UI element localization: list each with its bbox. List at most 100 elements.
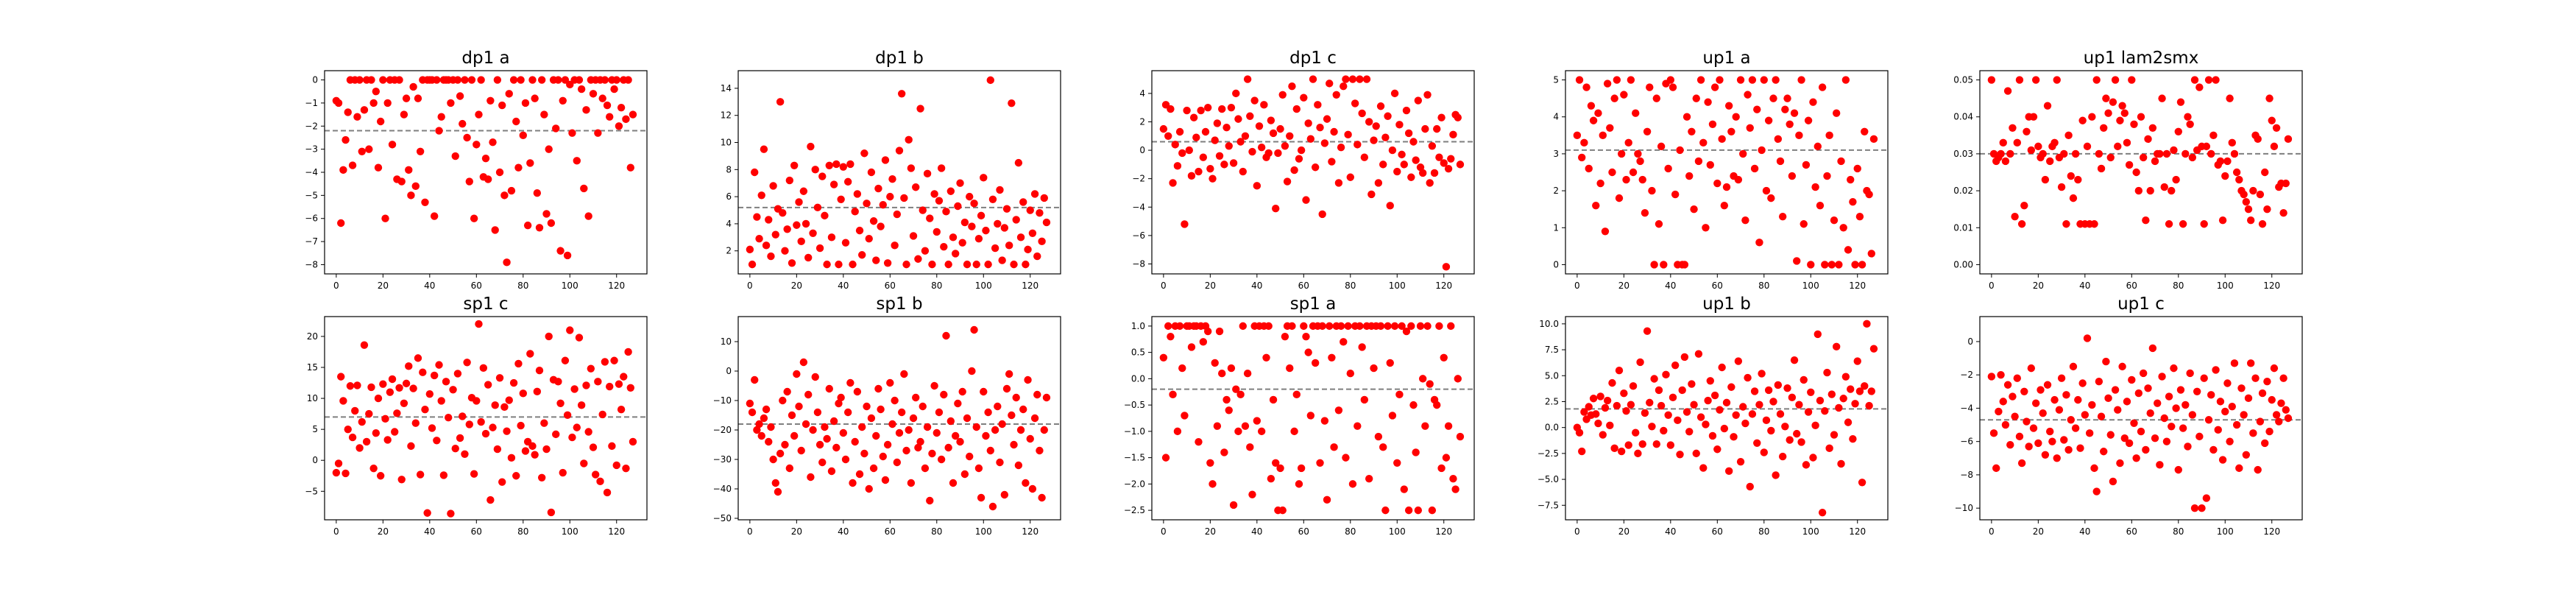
- data-point: [2232, 168, 2241, 177]
- data-point: [1169, 390, 1177, 399]
- data-point: [1390, 322, 1399, 331]
- data-point: [1038, 493, 1046, 502]
- data-point: [1302, 196, 1310, 204]
- data-point: [584, 212, 592, 220]
- data-point: [1818, 508, 1827, 517]
- data-point: [1012, 393, 1020, 402]
- data-point: [843, 177, 852, 186]
- x-tick-label: 80: [1345, 281, 1356, 291]
- data-point: [905, 135, 913, 144]
- data-point: [1704, 98, 1712, 106]
- data-point: [491, 401, 499, 409]
- data-point: [1855, 387, 1864, 395]
- data-point: [1646, 83, 1654, 91]
- data-point: [1999, 398, 2007, 406]
- data-point: [2165, 392, 2173, 401]
- data-point: [2020, 201, 2028, 210]
- data-point: [423, 509, 431, 517]
- data-point: [818, 458, 827, 467]
- data-point: [1790, 356, 1799, 364]
- data-point: [767, 423, 775, 431]
- data-point: [1797, 438, 1805, 446]
- data-point: [893, 210, 902, 219]
- data-point: [1246, 112, 1254, 120]
- data-point: [956, 437, 964, 446]
- data-point: [1832, 342, 1841, 351]
- data-point: [1456, 161, 1465, 169]
- data-point: [914, 255, 922, 263]
- data-point: [919, 402, 927, 411]
- data-point: [598, 410, 606, 419]
- data-point: [2025, 442, 2033, 451]
- data-point: [1776, 157, 1785, 166]
- data-point: [757, 191, 765, 200]
- data-point: [1000, 490, 1009, 499]
- data-point: [1835, 403, 1843, 412]
- data-point: [453, 370, 462, 378]
- data-point: [1599, 131, 1607, 140]
- data-point: [477, 76, 485, 84]
- data-point: [1332, 91, 1340, 99]
- data-point: [473, 397, 481, 405]
- data-point: [2256, 190, 2265, 199]
- data-point: [470, 214, 478, 222]
- data-point: [1250, 96, 1259, 105]
- data-point: [2254, 465, 2262, 474]
- data-point: [996, 186, 1004, 194]
- data-point: [1629, 382, 1638, 390]
- data-point: [1762, 416, 1771, 425]
- x-tick-label: 100: [562, 281, 578, 291]
- y-tick-label: 15: [307, 362, 318, 373]
- data-point: [757, 431, 765, 440]
- data-point: [1283, 177, 1292, 186]
- x-tick-label: 40: [1665, 526, 1676, 537]
- data-point: [1257, 144, 1266, 152]
- data-point: [795, 402, 803, 411]
- data-point: [1734, 175, 1743, 184]
- data-point: [1989, 429, 1998, 437]
- data-point: [414, 94, 422, 102]
- data-point: [1636, 358, 1644, 367]
- data-point: [2202, 142, 2211, 151]
- data-point: [897, 90, 906, 98]
- data-point: [977, 211, 986, 220]
- data-point: [2095, 149, 2103, 158]
- data-point: [783, 387, 791, 396]
- data-point: [1243, 75, 1252, 83]
- data-point: [867, 414, 876, 423]
- data-point: [984, 260, 992, 269]
- data-point: [1201, 127, 1210, 136]
- y-tick-label: 0: [1553, 259, 1559, 269]
- y-tick-label: 0: [1139, 145, 1145, 155]
- data-point: [1622, 175, 1630, 184]
- x-tick-label: 40: [424, 281, 435, 291]
- data-point: [888, 420, 896, 428]
- data-point: [1005, 370, 1013, 378]
- data-point: [503, 258, 511, 267]
- plot-frame: [737, 70, 1061, 275]
- data-point: [2195, 432, 2204, 441]
- data-point: [1638, 175, 1646, 184]
- data-point: [1328, 158, 1336, 166]
- data-point: [900, 370, 908, 378]
- data-point: [2237, 384, 2246, 392]
- data-point: [1033, 252, 1041, 261]
- data-point: [1330, 443, 1338, 451]
- data-point: [2268, 395, 2276, 404]
- data-point: [1800, 375, 1808, 384]
- data-point: [1674, 416, 1682, 425]
- plot-frame: [1565, 70, 1889, 275]
- data-point: [855, 470, 864, 479]
- data-point: [416, 470, 425, 479]
- data-point: [785, 464, 794, 473]
- data-point: [430, 371, 439, 380]
- data-point: [1304, 348, 1312, 356]
- data-point: [1652, 440, 1660, 448]
- data-point: [980, 174, 988, 182]
- data-point: [1248, 147, 1256, 156]
- data-point: [841, 455, 850, 464]
- data-point: [914, 443, 922, 452]
- data-point: [779, 396, 787, 405]
- data-point: [402, 379, 411, 388]
